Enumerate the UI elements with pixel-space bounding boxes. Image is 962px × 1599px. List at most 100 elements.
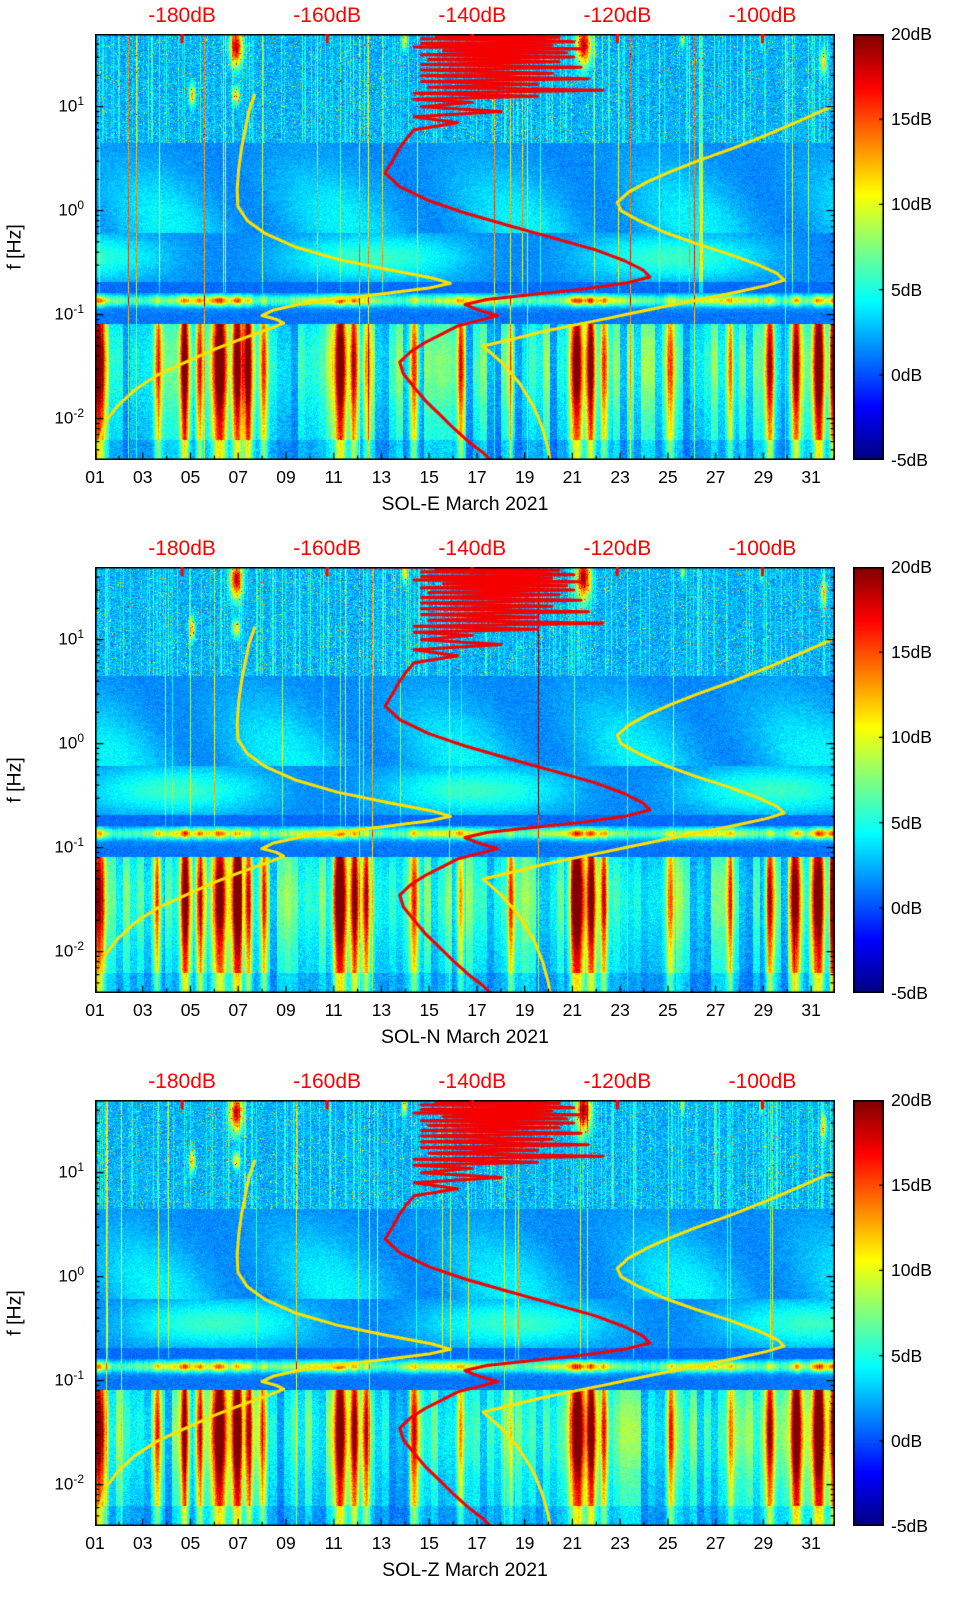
x-tick-label: 09: [276, 467, 296, 487]
x-tick-label: 23: [610, 1000, 630, 1020]
colorbar-tick-label: 0dB: [891, 1430, 923, 1451]
y-tick-base: 10: [58, 96, 78, 116]
y-tick-labels: 101 100 10-1 10-2: [0, 0, 89, 533]
y-tick-base: 10: [58, 200, 78, 220]
colorbar: [853, 34, 884, 460]
spectrogram-panel-sol-z: -180dB -160dB -140dB -120dB -100dB f [Hz] 10…: [0, 1066, 962, 1599]
y-tick-base: 10: [54, 1370, 74, 1390]
colorbar-tick-label: 5dB: [891, 1345, 923, 1366]
y-tick-label: 101: [0, 626, 89, 651]
colorbar-tick-label: 0dB: [891, 897, 923, 918]
colorbar-tick-label: 20dB: [891, 557, 932, 577]
x-tick-label: 05: [180, 1000, 201, 1020]
top-db-tick-label: -160dB: [293, 4, 362, 27]
y-tick-label: 10-2: [0, 1471, 89, 1496]
x-tick-label: 13: [371, 467, 392, 487]
x-tick-label: 21: [562, 1533, 583, 1553]
top-db-axis: -180dB -160dB -140dB -120dB -100dB: [0, 1066, 962, 1098]
spectrogram-canvas: [95, 34, 835, 460]
top-db-tick-label: -100dB: [728, 1070, 797, 1093]
colorbar-tick-label: 15dB: [891, 109, 932, 130]
colorbar-tick-label: 20dB: [891, 24, 932, 44]
colorbar-tick-label: 20dB: [891, 1090, 932, 1110]
top-db-tick-label: -120dB: [583, 1070, 652, 1093]
y-tick-exponent: 0: [77, 197, 84, 212]
colorbar-tick-labels: 20dB 15dB 10dB 5dB 0dB -5dB: [891, 533, 961, 1066]
top-db-tick-label: -180dB: [148, 4, 216, 27]
spectrogram-canvas: [95, 567, 835, 993]
colorbar-tick-label: -5dB: [891, 1516, 928, 1536]
y-tick-label: 100: [0, 197, 89, 222]
top-db-tick-label: -120dB: [583, 537, 652, 560]
x-tick-label: 19: [514, 1533, 535, 1553]
x-tick-label: 25: [658, 1533, 678, 1553]
x-tick-label: 31: [801, 1000, 821, 1020]
y-tick-label: 10-2: [0, 405, 89, 430]
x-tick-label: 11: [324, 1000, 343, 1020]
y-tick-base: 10: [58, 1162, 78, 1182]
colorbar-tick-labels: 20dB 15dB 10dB 5dB 0dB -5dB: [891, 0, 961, 533]
x-tick-labels: 01 03 05 07 09 11 13 15 17 19 21 23 25 27 29 31: [0, 1533, 962, 1557]
x-tick-label: 27: [705, 1000, 726, 1020]
colorbar-tick-label: -5dB: [891, 450, 928, 470]
top-db-tick-label: -100dB: [728, 4, 797, 27]
x-tick-labels: 01 03 05 07 09 11 13 15 17 19 21 23 25 27 29 31: [0, 1000, 962, 1024]
colorbar-tick-label: 10dB: [891, 727, 932, 748]
x-tick-label: 27: [705, 1533, 726, 1553]
top-db-tick-label: -160dB: [293, 1070, 362, 1093]
y-tick-label: 100: [0, 1263, 89, 1288]
x-axis-label: SOL-E March 2021: [381, 493, 549, 515]
y-tick-base: 10: [54, 941, 74, 961]
top-db-tick-label: -160dB: [293, 537, 362, 560]
y-tick-exponent: 1: [77, 93, 84, 108]
y-tick-exponent: -1: [73, 1367, 84, 1382]
x-tick-label: 15: [419, 1000, 439, 1020]
y-tick-exponent: 0: [77, 1263, 84, 1278]
top-db-tick-label: -140dB: [438, 537, 507, 560]
y-tick-label: 10-1: [0, 834, 89, 859]
y-tick-base: 10: [54, 837, 74, 857]
y-tick-exponent: -1: [73, 834, 84, 849]
y-tick-labels: 101 100 10-1 10-2: [0, 1066, 89, 1599]
x-tick-label: 03: [133, 1533, 153, 1553]
y-tick-base: 10: [54, 304, 74, 324]
x-axis-label: SOL-Z March 2021: [382, 1559, 548, 1581]
colorbar: [853, 1100, 884, 1526]
x-tick-labels: 01 03 05 07 09 11 13 15 17 19 21 23 25 27 29 31: [0, 467, 962, 491]
y-tick-base: 10: [58, 1266, 78, 1286]
y-tick-exponent: -2: [73, 938, 84, 953]
top-db-axis: -180dB -160dB -140dB -120dB -100dB: [0, 0, 962, 32]
x-tick-label: 19: [514, 467, 535, 487]
x-tick-label: 05: [180, 467, 201, 487]
spectrogram-canvas: [95, 1100, 835, 1526]
y-tick-exponent: -2: [73, 405, 84, 420]
x-tick-label: 07: [228, 467, 248, 487]
colorbar-tick-label: 15dB: [891, 642, 932, 663]
x-tick-label: 17: [467, 1533, 487, 1553]
x-tick-label: 19: [514, 1000, 535, 1020]
x-tick-label: 05: [180, 1533, 201, 1553]
x-tick-label: 31: [801, 467, 821, 487]
x-tick-label: 11: [324, 467, 343, 487]
spectrogram-panel-sol-n: -180dB -160dB -140dB -120dB -100dB f [Hz] 10…: [0, 533, 962, 1066]
x-tick-label: 15: [419, 1533, 439, 1553]
x-tick-label: 13: [371, 1533, 392, 1553]
x-tick-label: 17: [467, 1000, 487, 1020]
y-tick-base: 10: [58, 733, 78, 753]
colorbar-tick-label: 10dB: [891, 194, 932, 215]
x-tick-label: 25: [658, 1000, 678, 1020]
x-tick-label: 01: [85, 1533, 105, 1553]
top-db-tick-label: -120dB: [583, 4, 652, 27]
y-tick-label: 101: [0, 1159, 89, 1184]
x-axis-label: SOL-N March 2021: [381, 1026, 549, 1048]
top-db-tick-label: -180dB: [148, 537, 216, 560]
x-tick-label: 15: [419, 467, 439, 487]
x-tick-label: 13: [371, 1000, 392, 1020]
x-tick-label: 29: [753, 1000, 774, 1020]
y-tick-exponent: 1: [77, 626, 84, 641]
x-tick-label: 31: [801, 1533, 821, 1553]
y-tick-base: 10: [54, 1474, 74, 1494]
y-tick-label: 10-1: [0, 301, 89, 326]
colorbar-tick-label: 0dB: [891, 364, 923, 385]
y-tick-base: 10: [58, 629, 78, 649]
